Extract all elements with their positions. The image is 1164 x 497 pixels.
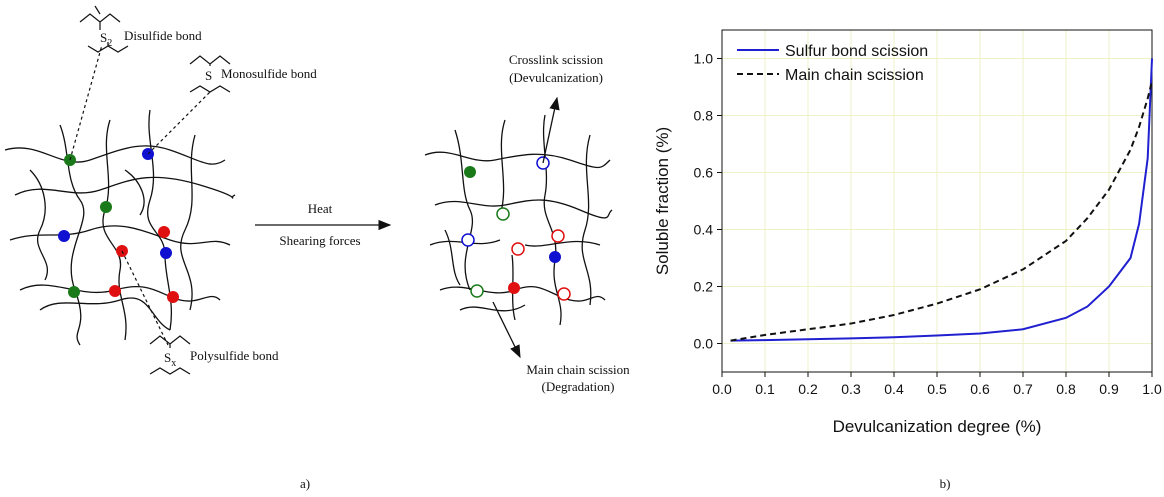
bond-label: Monosulfide bond: [221, 66, 317, 81]
chart: 0.0 0.1 0.2 0.3 0.4 0.5 0.6 0.7 0.8 0.9 1.0 0.0 0.2 0…: [653, 29, 1162, 436]
skeleton: [149, 335, 191, 375]
y-axis-title: Soluble fraction (%): [653, 127, 672, 275]
x-tick-label: 0.3: [841, 381, 861, 397]
annotation: Crosslink scission: [509, 52, 604, 67]
x-tick-label: 0.0: [712, 381, 732, 397]
skeleton: [87, 42, 129, 53]
data-line: [730, 58, 1153, 342]
pointer-arrow: [542, 96, 560, 164]
bond-label: Disulfide bond: [124, 28, 202, 43]
process-label: Shearing forces: [279, 233, 360, 248]
caption: b): [940, 476, 951, 491]
y-tick-label: 0.2: [694, 279, 714, 295]
annotation: Main chain scission: [526, 362, 630, 377]
bond-symbol: S: [205, 68, 212, 83]
x-tick-label: 0.1: [755, 381, 775, 397]
skeleton: [79, 5, 121, 30]
legend-label: Main chain scission: [785, 67, 924, 84]
x-tick-label: 1.0: [1142, 381, 1162, 397]
bond-symbol: S2: [100, 30, 112, 49]
legend-label: Sulfur bond scission: [785, 43, 928, 60]
bond-symbol: Sx: [164, 350, 176, 369]
y-tick-label: 1.0: [694, 51, 714, 67]
annotation: (Degradation): [542, 379, 615, 394]
x-tick-label: 0.8: [1056, 381, 1076, 397]
diagram: S2 Disulfide bond S Monosulfide bond Sx …: [4, 5, 630, 394]
devulcanized-network: [424, 114, 613, 326]
x-axis-title: Devulcanization degree (%): [833, 417, 1042, 436]
rubber-network: [4, 109, 236, 346]
bond-label: Polysulfide bond: [190, 348, 279, 363]
y-tick-label: 0.6: [694, 165, 714, 181]
x-tick-label: 0.9: [1099, 381, 1119, 397]
x-tick-label: 0.2: [798, 381, 818, 397]
skeleton: [189, 55, 231, 93]
process-label: Heat: [308, 201, 333, 216]
pointer: [147, 91, 211, 155]
y-tick-label: 0.8: [694, 108, 714, 124]
pointer: [69, 44, 103, 161]
y-tick-label: 0.0: [694, 336, 714, 352]
x-tick-label: 0.6: [970, 381, 990, 397]
y-tick-label: 0.4: [694, 222, 714, 238]
annotation: (Devulcanization): [509, 70, 603, 85]
plot-frame: [721, 29, 1153, 373]
pointer-arrow: [492, 301, 521, 359]
data-line: [730, 81, 1153, 342]
x-tick-label: 0.4: [884, 381, 904, 397]
x-tick-label: 0.7: [1013, 381, 1033, 397]
caption: a): [300, 476, 310, 491]
x-tick-label: 0.5: [927, 381, 947, 397]
